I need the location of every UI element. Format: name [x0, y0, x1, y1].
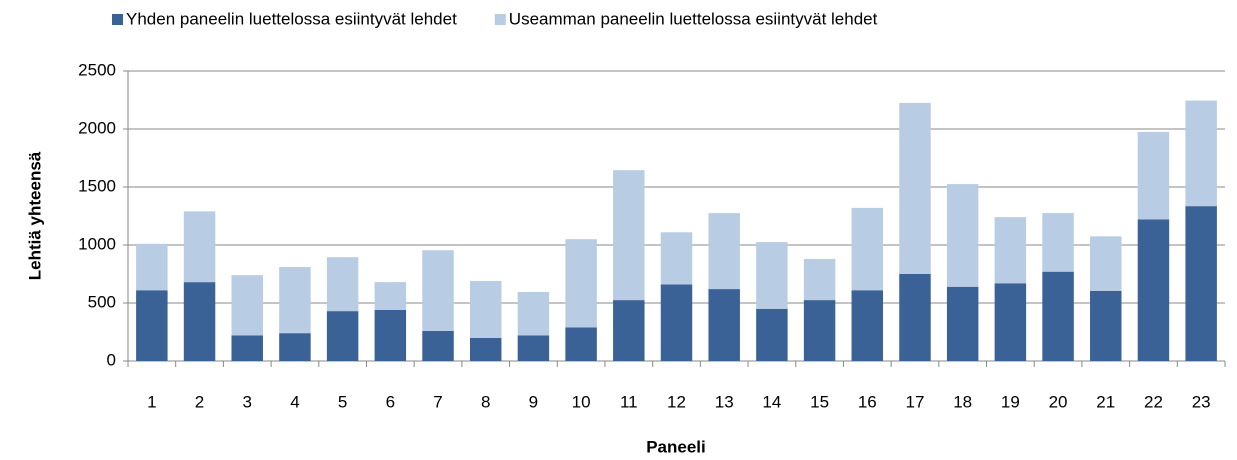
bar [565, 327, 597, 361]
bar [1042, 213, 1074, 272]
bar [613, 300, 645, 361]
bar [374, 309, 407, 361]
bar [660, 284, 693, 361]
bar [279, 333, 311, 361]
bar [326, 311, 359, 361]
x-tick-label: 23 [1192, 392, 1211, 411]
x-tick-label: 16 [858, 392, 877, 411]
bar [183, 211, 216, 283]
legend-label: Yhden paneelin luettelossa esiintyvät le… [126, 9, 457, 28]
x-tick-label: 14 [762, 392, 781, 411]
bar [708, 289, 740, 361]
bar [136, 243, 168, 291]
x-tick-label: 17 [906, 392, 925, 411]
bar [803, 258, 836, 301]
x-tick-label: 10 [572, 392, 591, 411]
bar [469, 337, 502, 361]
bar [517, 291, 550, 336]
bar [899, 274, 931, 361]
x-tick-label: 5 [338, 392, 347, 411]
bar [469, 280, 502, 338]
bar [899, 102, 931, 275]
legend-swatch [112, 14, 123, 25]
bar [1185, 100, 1217, 207]
bar [994, 217, 1027, 284]
bar [422, 330, 454, 361]
y-tick-label: 2500 [78, 60, 116, 79]
bar [994, 283, 1027, 361]
bar [279, 267, 311, 334]
x-tick-label: 3 [243, 392, 252, 411]
x-tick-label: 12 [667, 392, 686, 411]
bar [136, 290, 168, 361]
x-tick-label: 13 [715, 392, 734, 411]
bar [946, 286, 979, 361]
x-tick-label: 2 [195, 392, 204, 411]
bar [1090, 236, 1122, 291]
bar [231, 335, 263, 361]
x-tick-label: 7 [433, 392, 442, 411]
bar [756, 242, 788, 309]
y-tick-label: 0 [107, 350, 116, 369]
x-tick-label: 22 [1144, 392, 1163, 411]
x-tick-label: 18 [953, 392, 972, 411]
y-tick-label: 1000 [78, 234, 116, 253]
x-tick-label: 1 [147, 392, 156, 411]
bar [660, 232, 693, 285]
bar [183, 282, 216, 361]
bar [1090, 290, 1122, 361]
bar [422, 250, 454, 331]
y-tick-label: 2000 [78, 118, 116, 137]
x-tick-label: 8 [481, 392, 490, 411]
x-axis-label: Paneeli [646, 437, 706, 456]
x-tick-label: 21 [1096, 392, 1115, 411]
x-tick-label: 20 [1049, 392, 1068, 411]
bar [851, 207, 884, 291]
x-tick-label: 19 [1001, 392, 1020, 411]
bar [803, 300, 836, 361]
bar [613, 170, 645, 301]
bar [1137, 131, 1170, 220]
x-tick-label: 11 [620, 392, 638, 411]
bar [231, 275, 263, 336]
bar [756, 308, 788, 361]
y-tick-label: 500 [88, 292, 116, 311]
legend-swatch [494, 14, 506, 25]
bar [946, 184, 979, 287]
y-axis-label: Lehtiä yhteensä [25, 151, 44, 280]
bar [565, 239, 597, 328]
legend-label: Useamman paneelin luettelossa esiintyvät… [509, 9, 878, 28]
bar [708, 213, 740, 290]
bar [517, 335, 550, 361]
y-tick-label: 1500 [78, 176, 116, 195]
bar [1185, 206, 1217, 361]
x-tick-label: 15 [810, 392, 829, 411]
bar [851, 290, 884, 361]
bar [1042, 271, 1074, 361]
bar [1137, 219, 1170, 361]
x-tick-label: 9 [529, 392, 538, 411]
bar [374, 282, 407, 310]
bar [326, 257, 359, 312]
x-tick-label: 4 [290, 392, 299, 411]
x-tick-label: 6 [386, 392, 395, 411]
